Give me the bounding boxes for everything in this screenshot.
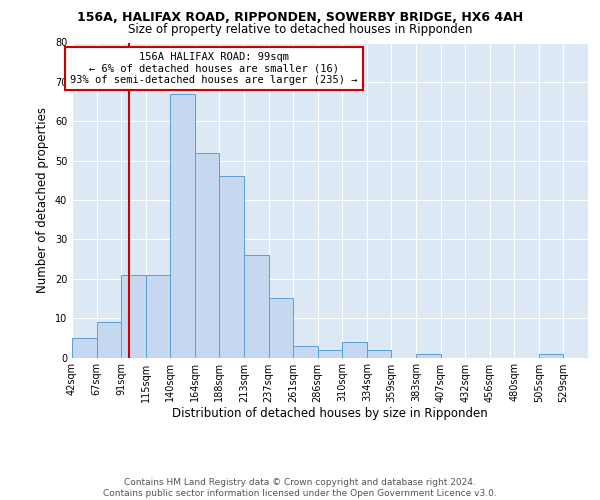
Bar — [220, 176, 244, 358]
Bar — [146, 275, 170, 357]
Bar — [293, 346, 318, 358]
Bar — [539, 354, 563, 358]
Bar — [244, 255, 269, 358]
Text: Size of property relative to detached houses in Ripponden: Size of property relative to detached ho… — [128, 22, 472, 36]
Bar — [72, 338, 97, 357]
Text: 156A HALIFAX ROAD: 99sqm
← 6% of detached houses are smaller (16)
93% of semi-de: 156A HALIFAX ROAD: 99sqm ← 6% of detache… — [70, 52, 358, 85]
Text: Contains HM Land Registry data © Crown copyright and database right 2024.
Contai: Contains HM Land Registry data © Crown c… — [103, 478, 497, 498]
Bar — [195, 153, 220, 358]
Y-axis label: Number of detached properties: Number of detached properties — [36, 107, 49, 293]
Text: 156A, HALIFAX ROAD, RIPPONDEN, SOWERBY BRIDGE, HX6 4AH: 156A, HALIFAX ROAD, RIPPONDEN, SOWERBY B… — [77, 11, 523, 24]
Bar — [342, 342, 367, 357]
Bar — [121, 275, 146, 357]
Bar — [318, 350, 342, 358]
Bar — [416, 354, 440, 358]
Bar — [170, 94, 195, 358]
Bar — [269, 298, 293, 358]
Bar — [367, 350, 391, 358]
X-axis label: Distribution of detached houses by size in Ripponden: Distribution of detached houses by size … — [172, 408, 488, 420]
Bar — [97, 322, 121, 358]
